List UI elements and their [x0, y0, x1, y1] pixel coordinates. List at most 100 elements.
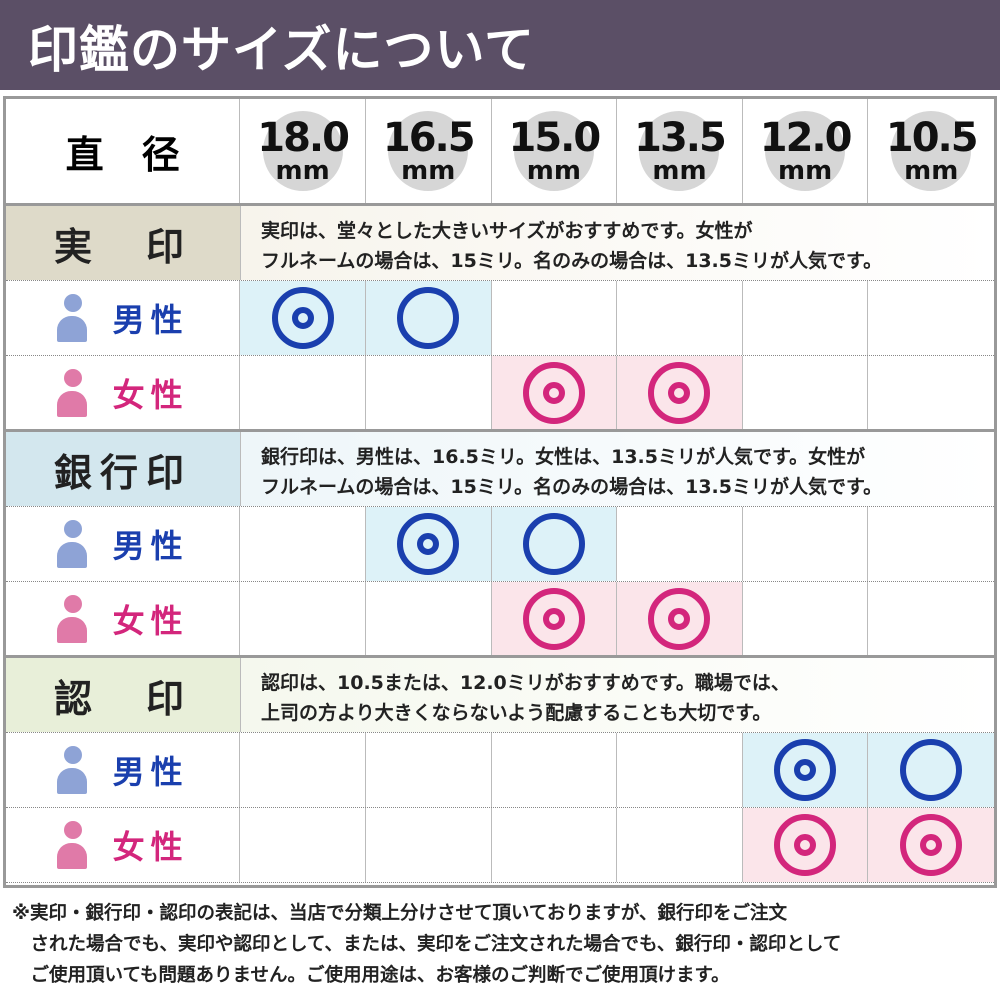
circle-icon — [522, 513, 585, 575]
size-cell — [491, 582, 618, 656]
female-person-icon — [56, 821, 87, 869]
size-header-cell: 15.0 mm — [492, 99, 618, 203]
double-circle-icon — [774, 814, 837, 876]
size-cell — [868, 733, 995, 807]
size-circle-icon — [388, 111, 469, 191]
size-cell — [742, 808, 869, 882]
section-description-row: 実 印実印は、堂々とした大きいサイズがおすすめです。女性が フルネームの場合は、… — [6, 203, 994, 281]
size-cell — [240, 582, 366, 656]
size-cell — [492, 281, 618, 355]
size-header-cell: 13.5 mm — [617, 99, 743, 203]
section-description-row: 銀行印 銀行印は、男性は、16.5ミリ。女性は、13.5ミリが人気です。女性が フ… — [6, 429, 994, 507]
size-cell — [868, 356, 994, 430]
double-circle-icon — [774, 739, 837, 801]
size-circle-icon — [639, 111, 720, 191]
male-row: 男性 — [6, 507, 994, 582]
inner-circle-icon — [794, 759, 817, 781]
section-description: 認印は、10.5または、12.0ミリがおすすめです。職場では、 上司の方より大き… — [241, 658, 994, 732]
double-circle-icon — [900, 814, 963, 876]
female-label: 女性 — [6, 582, 241, 656]
size-header-cell: 10.5 mm — [868, 99, 994, 203]
double-circle-icon — [648, 588, 711, 650]
double-circle-icon — [522, 588, 585, 650]
size-cell — [617, 356, 743, 430]
size-unit: mm — [904, 156, 959, 186]
size-cell — [743, 356, 869, 430]
male-label: 男性 — [6, 507, 241, 581]
inner-circle-icon — [542, 608, 565, 630]
size-cell — [617, 733, 743, 807]
section-description-row: 認 印認印は、10.5または、12.0ミリがおすすめです。職場では、 上司の方よ… — [6, 655, 994, 733]
size-number: 15.0 — [508, 115, 601, 161]
double-circle-icon — [271, 287, 334, 349]
size-number: 10.5 — [885, 115, 979, 161]
female-label-text: 女性 — [112, 828, 189, 866]
size-label: 12.0 mm — [759, 115, 853, 184]
size-cell — [240, 356, 366, 430]
header-row: 直 径 18.0 mm 16.5 mm 15.0 mm 13.5 mm 12.0 mm 10.5 mm — [6, 99, 994, 206]
female-label: 女性 — [6, 356, 241, 430]
inner-circle-icon — [542, 382, 565, 404]
female-row: 女性 — [6, 808, 995, 883]
size-unit: mm — [401, 156, 456, 186]
size-cell — [240, 733, 366, 807]
size-cell — [491, 356, 618, 430]
size-cell — [492, 733, 618, 807]
male-label: 男性 — [6, 733, 241, 807]
male-person-icon — [56, 294, 87, 342]
size-cell — [617, 582, 743, 656]
size-circle-icon — [891, 111, 972, 191]
female-label-text: 女性 — [112, 602, 189, 640]
size-number: 18.0 — [257, 115, 350, 161]
male-person-icon — [56, 520, 87, 568]
female-person-icon — [56, 369, 87, 417]
size-cell — [742, 733, 869, 807]
size-unit: mm — [526, 156, 581, 186]
size-cell — [365, 507, 492, 581]
diameter-label: 直 径 — [6, 99, 241, 203]
size-cell — [366, 582, 492, 656]
male-label-text: 男性 — [112, 753, 189, 791]
page-title: 印鑑のサイズについて — [0, 0, 1000, 90]
circle-icon — [397, 287, 460, 349]
size-cell — [868, 281, 994, 355]
female-row: 女性 — [6, 356, 994, 431]
size-cell — [743, 507, 869, 581]
size-cell — [240, 808, 366, 882]
double-circle-icon — [648, 362, 711, 424]
size-cell — [491, 507, 618, 581]
male-label-text: 男性 — [112, 527, 189, 565]
size-circle-icon — [262, 111, 343, 191]
size-cell — [617, 281, 743, 355]
male-label: 男性 — [6, 281, 241, 355]
size-label: 15.0 mm — [508, 115, 601, 186]
size-circle-icon — [765, 111, 846, 191]
size-label: 13.5 mm — [634, 115, 727, 186]
section-description: 銀行印は、男性は、16.5ミリ。女性は、13.5ミリが人気です。女性が フルネー… — [241, 432, 994, 506]
inner-circle-icon — [794, 834, 817, 856]
size-cell — [492, 808, 618, 882]
inner-circle-icon — [291, 307, 314, 329]
size-cell — [617, 808, 743, 882]
size-cell — [868, 507, 994, 581]
size-cell — [868, 808, 995, 882]
size-cell — [366, 733, 492, 807]
double-circle-icon — [522, 362, 585, 424]
male-person-icon — [56, 746, 87, 794]
size-label: 16.5 mm — [383, 118, 476, 186]
size-unit: mm — [652, 156, 707, 186]
female-label: 女性 — [6, 808, 241, 882]
inner-circle-icon — [417, 533, 440, 555]
size-header-cell: 16.5 mm — [366, 99, 492, 203]
size-cell — [743, 582, 869, 656]
size-header-cell: 18.0 mm — [240, 99, 366, 203]
size-number: 12.0 — [759, 115, 853, 161]
section-label: 認 印 — [6, 658, 241, 732]
size-cell — [240, 507, 366, 581]
size-label: 18.0 mm — [257, 115, 350, 184]
size-number: 13.5 — [634, 115, 727, 161]
size-cell — [743, 281, 869, 355]
size-label: 10.5 mm — [885, 115, 979, 186]
inner-circle-icon — [668, 382, 691, 404]
size-circle-icon — [513, 111, 594, 191]
